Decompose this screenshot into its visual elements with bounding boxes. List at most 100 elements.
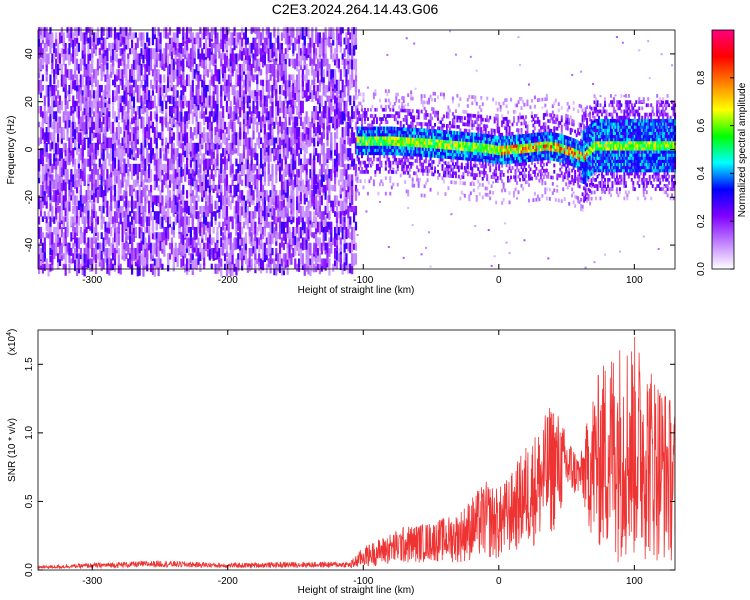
spectrogram-cell <box>377 166 380 171</box>
spectrogram-cell <box>45 195 48 202</box>
spectrogram-cell <box>199 121 202 135</box>
spectrogram-cell <box>222 169 225 181</box>
spectrogram-cell <box>303 190 306 198</box>
spectrogram-cell <box>292 247 295 258</box>
spectrogram-cell <box>39 127 43 134</box>
spectrogram-cell <box>121 116 124 123</box>
spectrogram-cell <box>315 232 318 244</box>
spectrogram-cell <box>337 58 340 69</box>
spectrogram-cell <box>184 216 187 229</box>
spectrogram-cell <box>41 195 44 209</box>
spectrogram-cell <box>335 106 339 115</box>
spectrogram-cell <box>53 247 56 260</box>
spectrogram-cell <box>60 174 63 183</box>
spectrogram-cell <box>140 37 143 47</box>
spectrogram-cell <box>68 90 71 101</box>
spectrogram-cell <box>104 247 107 257</box>
spectrogram-cell <box>112 242 115 254</box>
spectrogram-cell <box>275 148 278 161</box>
spectrogram-cell <box>282 58 285 71</box>
spectrogram-cell <box>377 126 380 131</box>
spectrogram-cell <box>254 95 257 103</box>
spectrogram-cell <box>383 145 386 149</box>
spectrogram-cell <box>401 152 404 156</box>
spectrogram-cell <box>106 79 109 92</box>
spectrogram-cell <box>136 69 139 82</box>
spectrogram-cell <box>263 216 266 227</box>
spectrogram-cell <box>119 79 122 86</box>
spectrogram-cell <box>354 184 358 192</box>
spectrogram-cell <box>81 53 84 59</box>
spectrogram-cell <box>389 114 392 118</box>
spectrogram-cell <box>282 53 285 61</box>
spectrogram-cell <box>381 126 384 131</box>
spectrogram-cell <box>212 184 215 193</box>
spectrogram-cell <box>374 170 377 174</box>
spectrogram-cell <box>363 111 366 115</box>
spectrogram-cell <box>392 151 395 156</box>
spectrogram-cell <box>108 237 111 247</box>
spectrogram-cell <box>108 205 111 216</box>
spectrogram-cell <box>401 158 404 162</box>
spectrogram-cell <box>307 200 310 208</box>
spectrogram-cell <box>366 107 369 112</box>
spectrogram-cell <box>395 95 398 100</box>
spectrogram-cell <box>349 32 352 40</box>
spectrogram-cell <box>223 69 227 83</box>
spectrogram-cell <box>315 174 318 185</box>
spectrogram-cell <box>146 95 149 108</box>
spectrogram-cell <box>242 48 246 56</box>
spectrogram-cell <box>349 174 352 182</box>
spectrogram-cell <box>366 138 369 143</box>
spectrogram-cell <box>144 184 147 198</box>
spectrogram-cell <box>374 107 377 112</box>
spectrogram-cell <box>362 170 365 174</box>
spectrogram-cell <box>178 132 181 141</box>
spectrogram-cell <box>284 69 287 81</box>
spectrogram-cell <box>366 163 369 168</box>
spectrogram-cell <box>246 100 249 109</box>
spectrogram-cell <box>229 148 232 155</box>
spectrogram-cell <box>218 205 221 212</box>
spectrogram-cell <box>252 190 255 201</box>
spectrogram-cell <box>197 37 200 46</box>
spectrogram-cell <box>254 116 257 125</box>
spectrogram-cell <box>343 58 346 70</box>
spectrogram-cell <box>258 163 261 175</box>
spectrogram-cell <box>45 74 48 82</box>
spectrogram-cell <box>87 42 90 55</box>
spectrogram-cell <box>345 205 348 215</box>
spectrogram-cell <box>172 190 175 202</box>
spectrogram-cell <box>404 133 407 138</box>
spectrogram-cell <box>339 69 342 81</box>
spectrogram-cell <box>258 137 261 149</box>
spectrogram-cell <box>39 27 43 36</box>
spectrogram-cell <box>278 216 282 229</box>
spectrogram-cell <box>203 221 206 235</box>
spectrogram-cell <box>222 27 225 39</box>
spectrogram-cell <box>354 221 358 231</box>
spectrogram-cell <box>258 205 261 218</box>
spectrogram-cell <box>324 153 327 163</box>
spectrogram-cell <box>282 258 285 271</box>
spectrogram-cell <box>292 237 295 246</box>
spectrogram-cell <box>330 79 333 87</box>
spectrogram-cell <box>326 137 329 147</box>
spectrogram-cell <box>180 111 183 122</box>
spectrogram-cell <box>38 63 41 74</box>
spectrogram-cell <box>244 158 248 170</box>
spectrogram-cell <box>155 127 158 138</box>
spectrogram-cell <box>93 179 96 188</box>
spectrogram-cell <box>70 69 73 80</box>
spectrogram-cell <box>132 137 136 147</box>
spectrogram-cell <box>187 179 191 186</box>
spectrogram-cell <box>87 111 90 122</box>
spectrogram-cell <box>326 69 329 77</box>
spectrogram-cell <box>392 148 395 153</box>
spectrogram-cell <box>311 63 314 74</box>
spectrogram-cell <box>204 132 208 142</box>
spectrogram-cell <box>151 100 155 109</box>
spectrogram-cell <box>83 263 86 277</box>
spectrogram-cell <box>288 226 291 240</box>
spectrogram-cell <box>273 263 276 276</box>
